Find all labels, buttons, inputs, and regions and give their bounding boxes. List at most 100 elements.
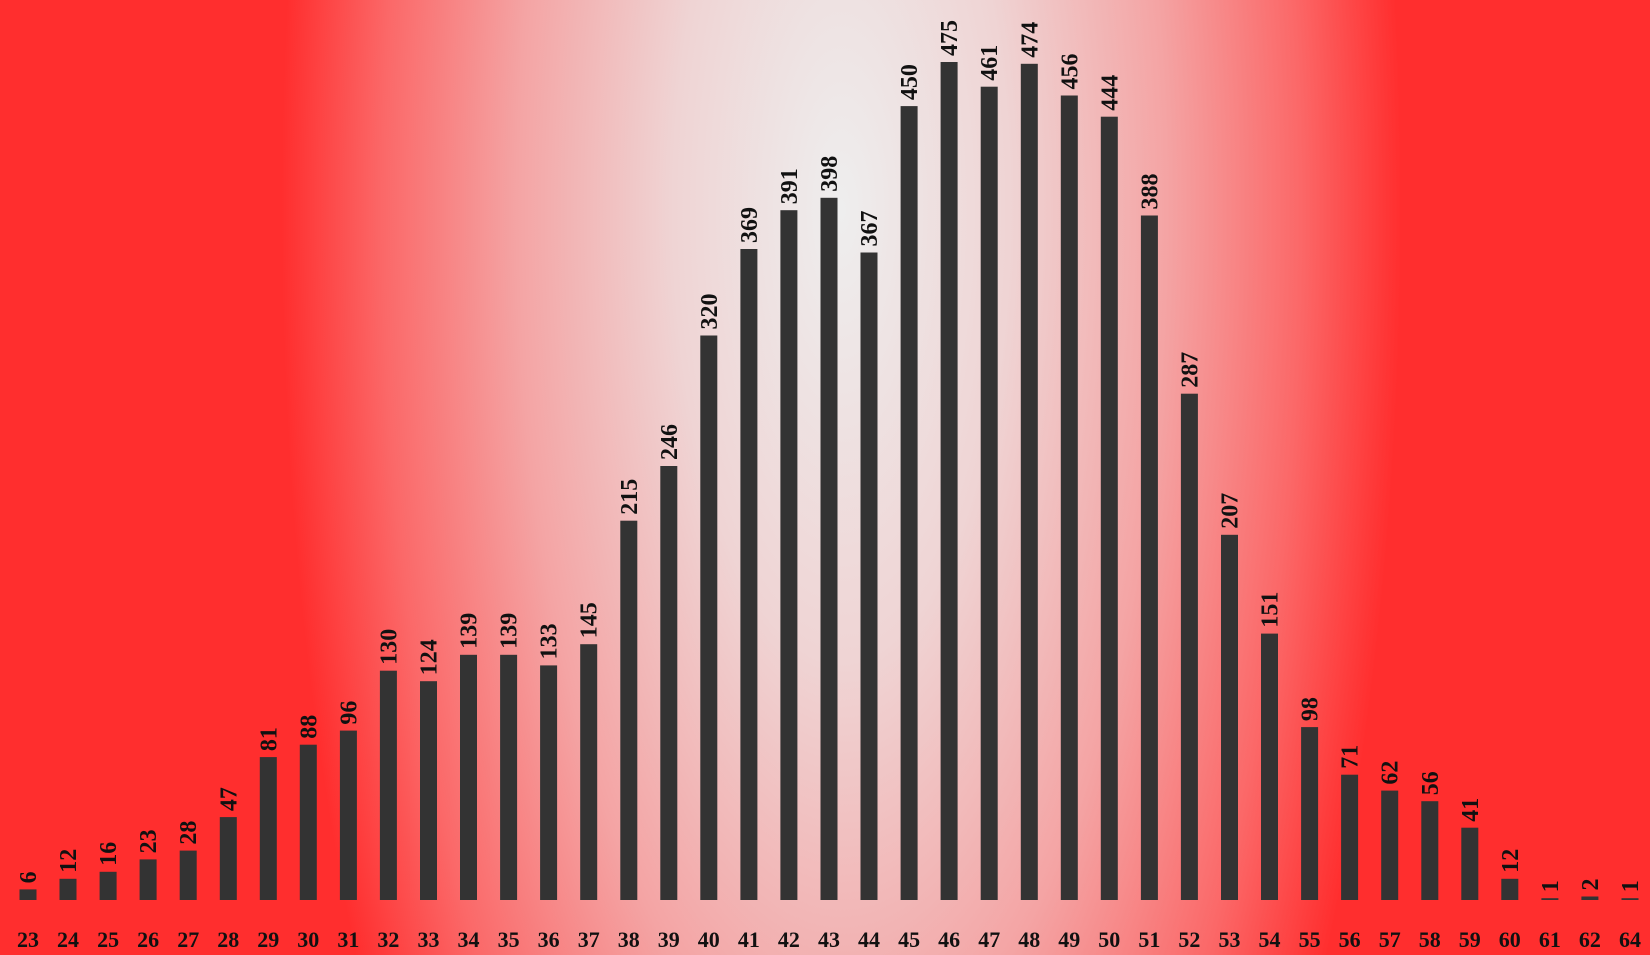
x-tick-label-27: 27: [177, 927, 199, 952]
x-tick-label-24: 24: [57, 927, 79, 952]
bar-40: [700, 335, 718, 900]
data-label-32: 130: [376, 629, 402, 665]
x-tick-label-34: 34: [458, 927, 480, 952]
data-label-29: 81: [256, 727, 282, 751]
x-tick-label-43: 43: [818, 927, 840, 952]
data-label-33: 124: [417, 639, 443, 675]
bar-61: [1541, 898, 1559, 900]
x-tick-label-41: 41: [738, 927, 760, 952]
x-tick-label-32: 32: [377, 927, 399, 952]
bar-48: [1020, 63, 1038, 901]
bar-32: [379, 670, 397, 900]
x-tick-label-48: 48: [1018, 927, 1040, 952]
x-tick-label-30: 30: [297, 927, 319, 952]
bar-47: [980, 86, 998, 900]
data-label-42: 391: [777, 168, 803, 204]
bar-25: [99, 871, 117, 900]
bar-44: [860, 252, 878, 900]
x-tick-label-56: 56: [1339, 927, 1361, 952]
bar-58: [1421, 801, 1439, 900]
bar-50: [1100, 116, 1118, 900]
x-tick-label-59: 59: [1459, 927, 1481, 952]
data-label-49: 456: [1057, 54, 1083, 90]
data-label-41: 369: [737, 207, 763, 243]
data-label-53: 207: [1218, 493, 1244, 529]
data-label-47: 461: [977, 45, 1003, 81]
data-label-30: 88: [296, 715, 322, 739]
data-label-24: 12: [56, 849, 82, 873]
bar-57: [1381, 790, 1399, 900]
bar-56: [1341, 774, 1359, 900]
bar-33: [420, 681, 437, 900]
x-tick-label-39: 39: [658, 927, 680, 952]
data-label-36: 133: [537, 623, 563, 659]
data-label-27: 28: [176, 821, 202, 845]
bar-53: [1221, 534, 1238, 900]
data-label-58: 56: [1418, 771, 1444, 795]
data-label-40: 320: [697, 294, 723, 330]
bar-23: [19, 889, 37, 900]
bar-51: [1140, 215, 1158, 900]
data-label-56: 71: [1338, 745, 1364, 769]
data-label-50: 444: [1097, 75, 1123, 111]
data-label-62: 2: [1578, 879, 1604, 891]
data-label-39: 246: [657, 424, 683, 460]
bar-30: [299, 744, 317, 900]
data-label-23: 6: [16, 871, 42, 883]
data-label-59: 41: [1458, 798, 1484, 822]
bar-64: [1621, 898, 1639, 900]
bar-41: [740, 249, 758, 900]
data-label-48: 474: [1017, 22, 1043, 58]
bar-52: [1180, 393, 1198, 900]
data-label-38: 215: [617, 479, 643, 515]
x-tick-label-60: 60: [1499, 927, 1521, 952]
x-tick-label-62: 62: [1579, 927, 1601, 952]
x-tick-label-46: 46: [938, 927, 960, 952]
bar-62: [1581, 896, 1599, 900]
x-tick-label-50: 50: [1098, 927, 1120, 952]
data-label-28: 47: [216, 787, 242, 811]
data-label-25: 16: [96, 842, 122, 866]
x-tick-label-29: 29: [257, 927, 279, 952]
bar-28: [219, 817, 237, 900]
x-tick-label-28: 28: [217, 927, 239, 952]
bar-26: [139, 859, 157, 900]
x-tick-label-55: 55: [1299, 927, 1321, 952]
bar-35: [500, 654, 518, 900]
data-label-51: 388: [1137, 174, 1163, 210]
bar-42: [780, 210, 798, 900]
x-tick-label-45: 45: [898, 927, 920, 952]
data-label-35: 139: [497, 613, 523, 649]
data-label-54: 151: [1258, 592, 1284, 628]
x-tick-label-47: 47: [978, 927, 1000, 952]
x-tick-label-31: 31: [337, 927, 359, 952]
bar-55: [1301, 727, 1319, 900]
x-tick-label-57: 57: [1379, 927, 1401, 952]
x-tick-label-51: 51: [1138, 927, 1160, 952]
x-tick-label-25: 25: [97, 927, 119, 952]
bar-60: [1501, 878, 1519, 900]
x-tick-label-40: 40: [698, 927, 720, 952]
x-tick-label-35: 35: [498, 927, 520, 952]
x-tick-label-38: 38: [618, 927, 640, 952]
data-label-46: 475: [937, 20, 963, 56]
data-label-43: 398: [817, 156, 843, 192]
data-label-34: 139: [457, 613, 483, 649]
bar-46: [940, 62, 958, 900]
bar-34: [460, 654, 477, 900]
data-label-45: 450: [897, 64, 923, 100]
data-label-60: 12: [1498, 849, 1524, 873]
x-tick-label-44: 44: [858, 927, 880, 952]
x-tick-label-58: 58: [1419, 927, 1441, 952]
x-tick-label-52: 52: [1178, 927, 1200, 952]
data-label-26: 23: [136, 829, 162, 853]
data-label-44: 367: [857, 211, 883, 247]
bar-49: [1060, 95, 1078, 900]
x-tick-label-49: 49: [1058, 927, 1080, 952]
bar-29: [259, 757, 277, 900]
data-label-31: 96: [336, 701, 362, 725]
data-label-64: 1: [1618, 880, 1644, 892]
bar-36: [540, 665, 558, 900]
data-label-61: 1: [1538, 880, 1564, 892]
x-tick-label-33: 33: [418, 927, 440, 952]
